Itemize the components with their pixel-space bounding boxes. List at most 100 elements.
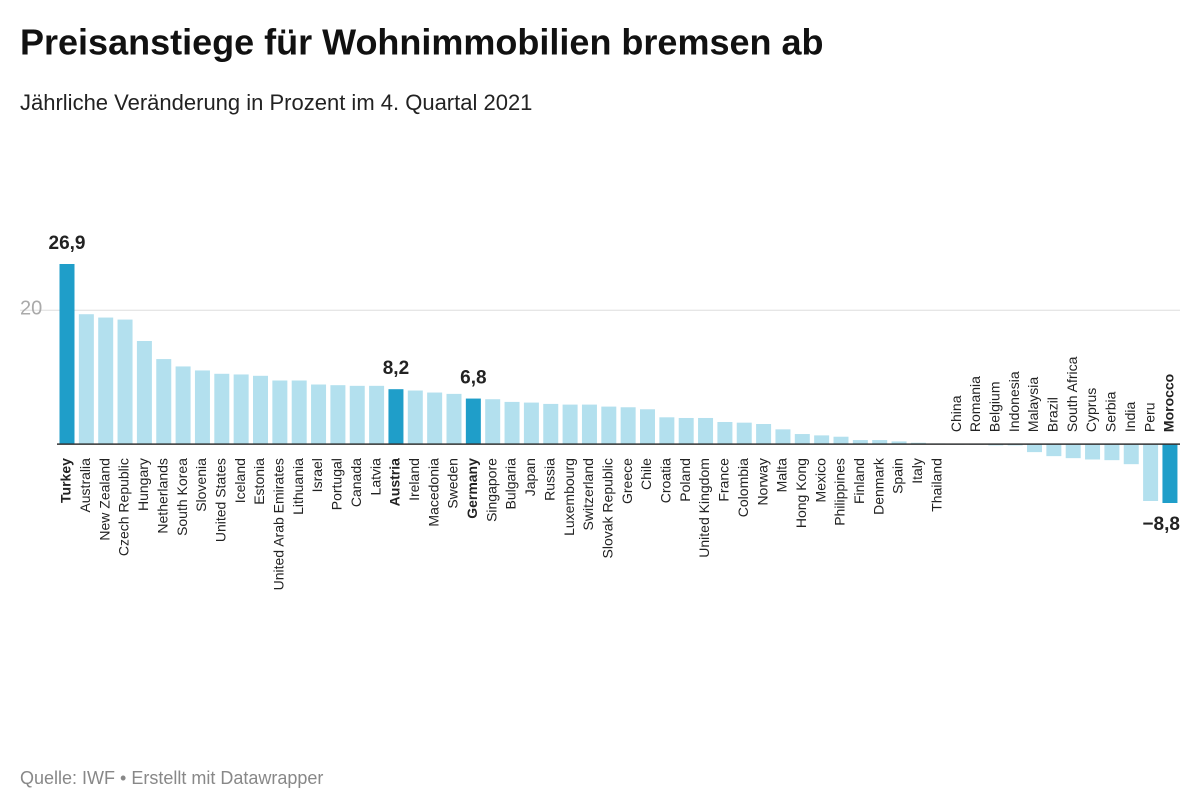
bar [156, 359, 172, 445]
x-tick-label: United Arab Emirates [271, 458, 287, 590]
bar [872, 440, 888, 445]
x-tick-label: Serbia [1103, 391, 1119, 432]
bar [640, 409, 655, 445]
x-tick-label: Singapore [483, 458, 499, 522]
bar [814, 435, 830, 445]
x-tick-label: Romania [967, 376, 983, 432]
bar [1027, 444, 1042, 453]
x-tick-label: United Kingdom [696, 458, 712, 558]
x-tick-label: Macedonia [425, 458, 441, 527]
x-tick-label: Japan [522, 458, 538, 496]
bar [136, 340, 152, 445]
x-tick-label: South Korea [174, 458, 190, 536]
x-tick-label: Netherlands [154, 458, 170, 533]
x-tick-label: New Zealand [96, 458, 112, 540]
x-tick-label: Russia [541, 458, 557, 501]
x-tick-label: Thailand [928, 458, 944, 512]
x-tick-label: Finland [851, 458, 867, 504]
value-label: 26,9 [49, 233, 86, 254]
x-tick-label: Italy [909, 458, 925, 484]
bar [78, 314, 94, 445]
x-tick-label: Chile [638, 458, 654, 490]
x-tick-label: Malaysia [1025, 377, 1041, 432]
bar [214, 373, 230, 445]
x-tick-label: Sweden [445, 458, 461, 509]
x-tick-label: India [1122, 402, 1138, 433]
bar [291, 380, 307, 445]
bar [659, 417, 675, 445]
x-tick-label: Poland [677, 458, 693, 502]
bar [523, 402, 539, 445]
bar [388, 389, 404, 445]
bar [330, 385, 346, 445]
bar [678, 417, 694, 445]
x-tick-label: Belgium [987, 381, 1003, 432]
bar [1162, 444, 1178, 503]
x-tick-label: Spain [890, 458, 906, 494]
bar [775, 429, 791, 445]
x-tick-label: Denmark [870, 457, 886, 515]
x-tick-label: United States [213, 458, 229, 542]
x-tick-label: Norway [754, 458, 770, 505]
bar [543, 403, 559, 445]
x-tick-label: Estonia [251, 458, 267, 505]
x-tick-label: Cyprus [1083, 388, 1099, 432]
bar [175, 366, 191, 445]
bar [465, 398, 481, 445]
bar [852, 440, 868, 445]
bar [349, 385, 365, 445]
x-tick-label: Philippines [832, 458, 848, 526]
x-tick-label: Australia [77, 458, 93, 513]
x-tick-label: Portugal [329, 458, 345, 510]
bar [891, 441, 907, 445]
bar [1143, 444, 1159, 501]
x-tick-label: Peru [1141, 403, 1157, 433]
x-tick-label: South Africa [1064, 356, 1080, 432]
x-tick-label: China [948, 395, 964, 432]
bar [117, 319, 133, 445]
bar [1123, 444, 1139, 465]
bar [833, 436, 849, 445]
x-tick-label: Czech Republic [116, 458, 132, 556]
x-tick-label: Slovak Republic [600, 458, 616, 558]
value-label: 6,8 [460, 368, 486, 389]
x-tick-label: Turkey [58, 458, 74, 503]
bar [562, 404, 578, 445]
chart-title: Preisanstiege für Wohnimmobilien bremsen… [20, 22, 824, 63]
source: Quelle: IWF • Erstellt mit Datawrapper [20, 768, 323, 788]
bar [272, 380, 288, 445]
x-tick-label: Germany [464, 458, 480, 519]
x-tick-label: Colombia [735, 458, 751, 517]
bar [59, 264, 75, 445]
x-tick-label: Hungary [135, 458, 151, 511]
x-tick-label: France [716, 458, 732, 502]
x-tick-label: Slovenia [193, 458, 209, 512]
bar [756, 424, 772, 445]
chart-subtitle: Jährliche Veränderung in Prozent im 4. Q… [20, 90, 532, 115]
x-tick-label: Lithuania [290, 458, 306, 515]
x-tick-label: Bulgaria [503, 458, 519, 510]
y-tick-label: 20 [20, 297, 42, 319]
x-tick-label: Mexico [812, 458, 828, 503]
x-tick-label: Malta [774, 458, 790, 492]
bar [698, 417, 714, 445]
bar [311, 384, 327, 445]
x-tick-label: Switzerland [580, 458, 596, 530]
bar [253, 375, 268, 445]
bar [1104, 444, 1120, 461]
value-label: −8,8 [1142, 514, 1180, 535]
x-tick-label: Israel [309, 458, 325, 492]
x-tick-label: Brazil [1045, 397, 1061, 432]
x-tick-label: Indonesia [1006, 371, 1022, 432]
x-tick-label: Greece [619, 458, 635, 504]
bar [407, 390, 423, 445]
bar [98, 317, 114, 445]
bar [1065, 444, 1081, 459]
bar [369, 385, 385, 445]
value-label: 8,2 [383, 358, 409, 379]
bar [794, 434, 810, 445]
bar [194, 370, 210, 445]
bar [504, 401, 520, 445]
bar [1085, 444, 1101, 460]
bar [1046, 444, 1062, 457]
